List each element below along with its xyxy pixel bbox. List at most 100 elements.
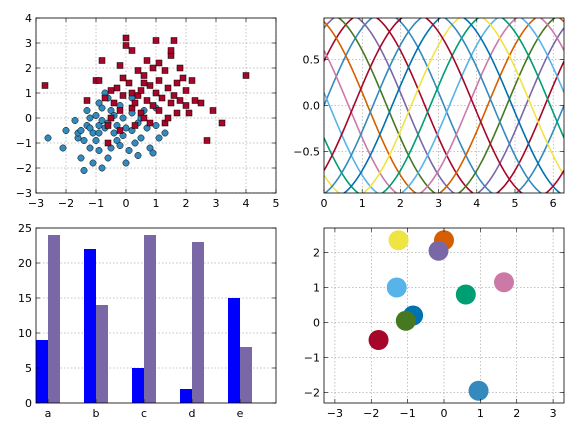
- y-tick-label: 1: [313, 282, 320, 295]
- x-tick-label: −1: [400, 407, 416, 420]
- x-tick-label: e: [237, 407, 244, 420]
- colored-point: [388, 230, 409, 251]
- bar: [180, 389, 192, 403]
- x-tick-label: 5: [273, 197, 280, 210]
- scatter-point-square: [140, 79, 148, 87]
- scatter-point-circle: [44, 134, 52, 142]
- y-tick-label: 0: [313, 317, 320, 330]
- x-tick-label: 4: [243, 197, 250, 210]
- scatter-point-square: [122, 42, 130, 49]
- x-tick-label: 0: [123, 197, 130, 210]
- x-tick-label: 3: [435, 197, 442, 210]
- scatter-point-circle: [131, 139, 139, 147]
- scatter-point-circle: [77, 154, 85, 162]
- scatter-point-circle: [80, 137, 88, 144]
- y-tick-label: 25: [18, 222, 32, 235]
- y-tick-label: 2: [313, 247, 320, 260]
- scatter-point-circle: [92, 137, 100, 144]
- scatter-point-circle: [152, 122, 160, 129]
- scatter-point-square: [170, 37, 178, 44]
- scatter-point-circle: [86, 124, 94, 132]
- scatter-point-square: [131, 99, 139, 107]
- scatter-point-square: [167, 99, 175, 107]
- scatter-point-square: [152, 37, 160, 44]
- y-tick-label: 0: [25, 112, 32, 125]
- scatter-point-square: [197, 99, 205, 107]
- scatter-point-square: [146, 119, 154, 127]
- sine-line: [324, 18, 564, 193]
- bar: [96, 305, 108, 403]
- scatter-point-square: [146, 82, 154, 89]
- grouped-bar-panel: 0 5 10 15 20 25 a b c d e: [18, 222, 277, 420]
- y-tick-label: 15: [18, 292, 32, 305]
- scatter-point-square: [164, 84, 172, 92]
- scatter-point-square: [41, 82, 49, 89]
- scatter-point-circle: [77, 127, 85, 134]
- colored-point: [468, 380, 489, 401]
- scatter-point-circle: [98, 164, 106, 172]
- scatter-point-square: [209, 107, 217, 114]
- sine-series: [324, 18, 564, 193]
- scatter-point-square: [242, 72, 250, 79]
- x-tick-label: 1: [359, 197, 366, 210]
- x-tick-label: −2: [363, 407, 379, 420]
- x-tick-label: 2: [183, 197, 190, 210]
- y-tick-label: 0.5: [303, 53, 321, 66]
- scatter-point-square: [131, 122, 139, 129]
- x-tick-label: 0: [321, 197, 328, 210]
- bar: [36, 340, 48, 403]
- scatter-point-circle: [95, 99, 103, 107]
- scatter-point-circle: [89, 159, 97, 167]
- x-tick-label: 1: [153, 197, 160, 210]
- colored-point: [428, 240, 449, 261]
- scatter-point-square: [203, 137, 211, 144]
- scatter-point-circle: [149, 149, 157, 157]
- scatter-point-circle: [137, 134, 145, 142]
- scatter-point-square: [116, 127, 124, 134]
- sine-line: [324, 18, 564, 193]
- axes-frame: [35, 227, 277, 404]
- scatter-point-circle: [86, 114, 94, 122]
- scatter-point-square: [128, 89, 136, 97]
- scatter-point-circle: [113, 137, 121, 144]
- x-tick-label: −3: [327, 407, 343, 420]
- bar: [228, 298, 240, 403]
- scatter-point-square: [218, 119, 226, 127]
- scatter-point-square: [134, 67, 142, 74]
- scatter-point-circle: [155, 134, 163, 142]
- scatter-point-square: [173, 79, 181, 87]
- scatter-point-square: [107, 87, 115, 94]
- y-tick-label: 0: [25, 397, 32, 410]
- y-tick-label: −0.5: [293, 146, 320, 159]
- y-tick-label: 5: [25, 362, 32, 375]
- sine-line: [324, 18, 564, 193]
- scatter-point-square: [179, 74, 187, 82]
- scatter-point-square: [107, 114, 115, 122]
- scatter-point-square: [125, 79, 133, 87]
- scatter-point-circle: [161, 129, 169, 137]
- y-tick-label: 10: [18, 327, 32, 340]
- scatter-point-circle: [89, 129, 97, 137]
- scatter-point-square: [95, 77, 103, 84]
- colored-point: [395, 310, 416, 331]
- scatter-point-circle: [116, 142, 124, 149]
- x-tick-label: 1: [477, 407, 484, 420]
- y-tick-label: 2: [25, 62, 32, 75]
- scatter-point-circle: [98, 117, 106, 124]
- scatter-point-square: [149, 102, 157, 109]
- scatter-point-circle: [59, 144, 67, 152]
- scatter-point-square: [104, 139, 112, 147]
- sine-line: [324, 18, 564, 193]
- scatter-point-square: [164, 114, 172, 122]
- scatter-point-square: [143, 97, 151, 104]
- x-tick-label: c: [141, 407, 147, 420]
- scatter-point-square: [119, 92, 127, 99]
- scatter-point-circle: [122, 159, 130, 167]
- scatter-point-circle: [95, 147, 103, 154]
- x-tick-label: d: [189, 407, 196, 420]
- scatter-point-square: [152, 89, 160, 97]
- x-tick-label: 6: [550, 197, 557, 210]
- scatter-points: [41, 34, 250, 174]
- sine-line: [324, 18, 564, 193]
